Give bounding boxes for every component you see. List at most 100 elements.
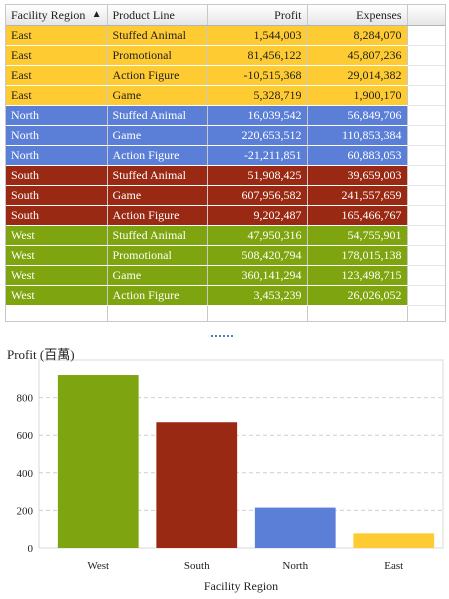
cell-filler	[407, 165, 445, 186]
table-row[interactable]: North Game 220,653,512 110,853,384	[6, 125, 445, 146]
x-tick-label: West	[87, 560, 109, 572]
chart-title: Profit (百萬)	[7, 347, 75, 362]
cell-expenses: 56,849,706	[307, 105, 408, 126]
cell-facility-region: South	[6, 185, 108, 206]
plot-area	[38, 359, 444, 549]
cell-expenses: 110,853,384	[307, 125, 408, 146]
cell-empty	[107, 305, 208, 321]
data-table-panel: Facility Region ▲ Product Line Profit Exp…	[5, 4, 446, 322]
cell-empty	[407, 305, 445, 321]
cell-filler	[407, 25, 445, 46]
table-row-empty	[6, 305, 445, 321]
table-row[interactable]: North Action Figure -21,211,851 60,883,053	[6, 145, 445, 166]
cell-filler	[407, 245, 445, 266]
cell-product-line: Game	[107, 85, 208, 106]
y-tick-label: 800	[17, 393, 34, 405]
cell-facility-region: West	[6, 245, 108, 266]
cell-expenses: 45,807,236	[307, 45, 408, 66]
table-row[interactable]: South Game 607,956,582 241,557,659	[6, 185, 445, 206]
cell-product-line: Action Figure	[107, 205, 208, 226]
cell-expenses: 123,498,715	[307, 265, 408, 286]
x-tick-label: South	[184, 560, 210, 572]
table-row[interactable]: East Stuffed Animal 1,544,003 8,284,070	[6, 25, 445, 46]
cell-profit: 47,950,316	[207, 225, 308, 246]
cell-product-line: Promotional	[107, 45, 208, 66]
cell-expenses: 26,026,052	[307, 285, 408, 306]
cell-expenses: 178,015,138	[307, 245, 408, 266]
cell-filler	[407, 65, 445, 86]
x-tick-label: East	[384, 560, 403, 572]
table-row[interactable]: East Promotional 81,456,122 45,807,236	[6, 45, 445, 66]
table-row[interactable]: South Action Figure 9,202,487 165,466,767	[6, 205, 445, 226]
cell-profit: -10,515,368	[207, 65, 308, 86]
cell-expenses: 165,466,767	[307, 205, 408, 226]
cell-empty	[6, 305, 108, 321]
cell-facility-region: East	[6, 85, 108, 106]
cell-filler	[407, 285, 445, 306]
cell-filler	[407, 45, 445, 66]
column-header-profit[interactable]: Profit	[207, 5, 308, 26]
table-header-row: Facility Region ▲ Product Line Profit Exp…	[6, 5, 445, 26]
cell-facility-region: South	[6, 165, 108, 186]
table-row[interactable]: West Action Figure 3,453,239 26,026,052	[6, 285, 445, 306]
cell-facility-region: East	[6, 45, 108, 66]
cell-profit: 360,141,294	[207, 265, 308, 286]
cell-profit: 508,420,794	[207, 245, 308, 266]
cell-facility-region: South	[6, 205, 108, 226]
cell-expenses: 241,557,659	[307, 185, 408, 206]
table-row[interactable]: West Promotional 508,420,794 178,015,138	[6, 245, 445, 266]
sort-ascending-icon[interactable]: ▲	[91, 8, 102, 20]
cell-product-line: Stuffed Animal	[107, 105, 208, 126]
column-header-facility-region[interactable]: Facility Region ▲	[6, 5, 108, 26]
cell-product-line: Stuffed Animal	[107, 165, 208, 186]
cell-product-line: Game	[107, 125, 208, 146]
cell-facility-region: East	[6, 25, 108, 46]
table-row[interactable]: North Stuffed Animal 16,039,542 56,849,706	[6, 105, 445, 126]
cell-product-line: Action Figure	[107, 285, 208, 306]
cell-filler	[407, 265, 445, 286]
cell-expenses: 60,883,053	[307, 145, 408, 166]
bar-north	[254, 507, 336, 548]
cell-profit: 5,328,719	[207, 85, 308, 106]
cell-profit: 1,544,003	[207, 25, 308, 46]
cell-product-line: Stuffed Animal	[107, 225, 208, 246]
table-body: East Stuffed Animal 1,544,003 8,284,070 East…	[6, 25, 445, 321]
cell-filler	[407, 205, 445, 226]
cell-expenses: 39,659,003	[307, 165, 408, 186]
cell-product-line: Action Figure	[107, 65, 208, 86]
cell-empty	[207, 305, 308, 321]
cell-expenses: 29,014,382	[307, 65, 408, 86]
table-row[interactable]: West Game 360,141,294 123,498,715	[6, 265, 445, 286]
bar-east	[353, 533, 435, 548]
cell-facility-region: West	[6, 225, 108, 246]
column-header-product-line[interactable]: Product Line	[107, 5, 208, 26]
y-tick-label: 0	[28, 543, 34, 555]
cell-product-line: Stuffed Animal	[107, 25, 208, 46]
table-row[interactable]: East Action Figure -10,515,368 29,014,382	[6, 65, 445, 86]
table-row[interactable]: West Stuffed Animal 47,950,316 54,755,901	[6, 225, 445, 246]
cell-expenses: 54,755,901	[307, 225, 408, 246]
table-row[interactable]: East Game 5,328,719 1,900,170	[6, 85, 445, 106]
bar-west	[57, 375, 139, 548]
cell-filler	[407, 105, 445, 126]
data-table: Facility Region ▲ Product Line Profit Exp…	[6, 5, 445, 321]
cell-facility-region: North	[6, 125, 108, 146]
cell-facility-region: West	[6, 265, 108, 286]
cell-profit: -21,211,851	[207, 145, 308, 166]
x-tick-label: North	[282, 560, 308, 572]
column-header-expenses[interactable]: Expenses	[307, 5, 408, 26]
table-row[interactable]: South Stuffed Animal 51,908,425 39,659,003	[6, 165, 445, 186]
cell-filler	[407, 185, 445, 206]
cell-facility-region: North	[6, 105, 108, 126]
cell-profit: 3,453,239	[207, 285, 308, 306]
cell-facility-region: North	[6, 145, 108, 166]
cell-expenses: 1,900,170	[307, 85, 408, 106]
cell-profit: 9,202,487	[207, 205, 308, 226]
panel-splitter-handle[interactable]	[211, 326, 237, 337]
cell-product-line: Game	[107, 265, 208, 286]
cell-filler	[407, 145, 445, 166]
cell-product-line: Promotional	[107, 245, 208, 266]
column-header-filler	[407, 5, 445, 26]
cell-empty	[307, 305, 408, 321]
y-tick-label: 600	[17, 430, 34, 442]
